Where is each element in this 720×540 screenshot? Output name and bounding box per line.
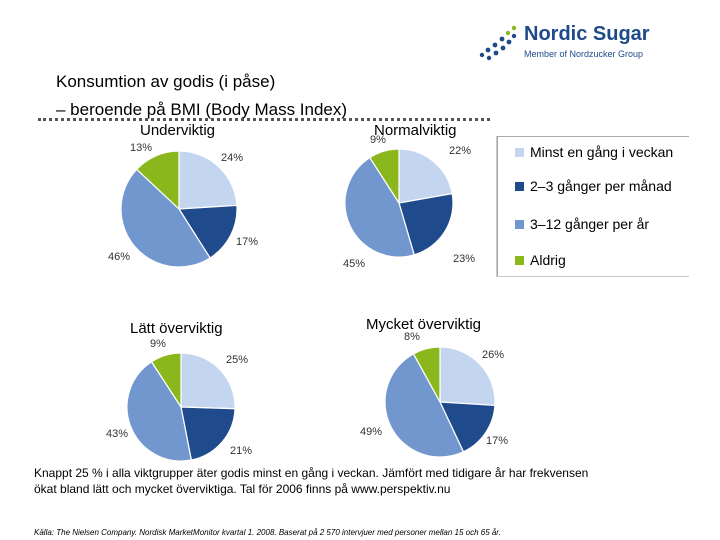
slice-label: 25% — [226, 354, 249, 366]
legend-label: Minst en gång i veckan — [530, 144, 674, 160]
legend-item: 2–3 gånger per månad — [515, 178, 672, 194]
slice-label: 45% — [343, 258, 366, 270]
pie-slice — [412, 346, 441, 403]
slice-label: 24% — [221, 152, 244, 164]
pie-chart-mycket-overviktig — [384, 346, 496, 458]
legend-item: 3–12 gånger per år — [515, 216, 649, 232]
slice-label: 9% — [370, 134, 386, 146]
legend-swatch — [515, 219, 524, 229]
summary-note: Knappt 25 % i alla viktgrupper äter godi… — [34, 466, 589, 496]
pie-slice — [177, 204, 238, 259]
title-divider — [38, 118, 490, 121]
pie-chart-normalviktig — [344, 148, 454, 258]
pie-slice — [439, 346, 496, 407]
source-footnote: Källa: The Nielsen Company. Nordisk Mark… — [34, 528, 501, 537]
chart-title-underviktig: Underviktig — [140, 122, 216, 139]
title-line-1: Konsumtion av godis (i påse) — [56, 72, 276, 91]
pie-slice — [398, 148, 453, 204]
brand-name: Nordic Sugar — [524, 23, 650, 45]
legend-label: Aldrig — [530, 252, 566, 268]
page-title: Konsumtion av godis (i påse) – beroende … — [56, 68, 347, 124]
slice-label: 46% — [108, 251, 131, 263]
slice-label: 21% — [230, 445, 253, 457]
chart-title-latt-overviktig: Lätt överviktig — [130, 320, 223, 337]
legend-label: 2–3 gånger per månad — [530, 178, 672, 194]
slice-label: 8% — [404, 331, 420, 343]
title-line-2: – beroende på BMI (Body Mass Index) — [56, 100, 348, 119]
brand-logo: Nordic Sugar Member of Nordzucker Group — [478, 22, 678, 62]
pie-slice — [344, 156, 415, 258]
pie-slice — [384, 352, 465, 458]
slice-label: 49% — [360, 426, 383, 438]
legend-swatch — [515, 181, 524, 191]
chart-title-normalviktig: Normalviktig — [374, 122, 457, 139]
pie-slice — [120, 168, 211, 268]
slice-label: 43% — [106, 428, 129, 440]
chart-legend: Minst en gång i veckan 2–3 gånger per må… — [496, 136, 689, 277]
legend-item: Aldrig — [515, 252, 566, 268]
pie-chart-latt-overviktig — [126, 352, 236, 462]
sugar-dots-icon — [479, 25, 517, 61]
pie-slice — [180, 406, 236, 461]
pie-slice — [126, 360, 193, 462]
brand-tagline: Member of Nordzucker Group — [524, 49, 644, 59]
legend-swatch — [515, 147, 524, 157]
slice-label: 9% — [150, 338, 166, 350]
legend-item: Minst en gång i veckan — [515, 144, 673, 160]
slice-label: 26% — [482, 349, 505, 361]
slice-label: 13% — [130, 142, 153, 154]
slice-label: 23% — [453, 253, 476, 265]
pie-slice — [368, 148, 400, 206]
legend-label: 3–12 gånger per år — [530, 216, 650, 232]
pie-slice — [439, 401, 496, 453]
slice-label: 22% — [449, 145, 472, 157]
pie-slice — [178, 150, 238, 210]
slice-label: 17% — [486, 435, 509, 447]
legend-swatch — [515, 255, 524, 265]
pie-chart-underviktig — [120, 150, 238, 268]
pie-slice — [150, 352, 182, 410]
pie-slice — [398, 192, 454, 256]
slice-label: 17% — [236, 236, 259, 248]
pie-slice — [135, 150, 180, 211]
pie-slice — [180, 352, 236, 410]
chart-title-mycket-overviktig: Mycket överviktig — [366, 316, 482, 333]
